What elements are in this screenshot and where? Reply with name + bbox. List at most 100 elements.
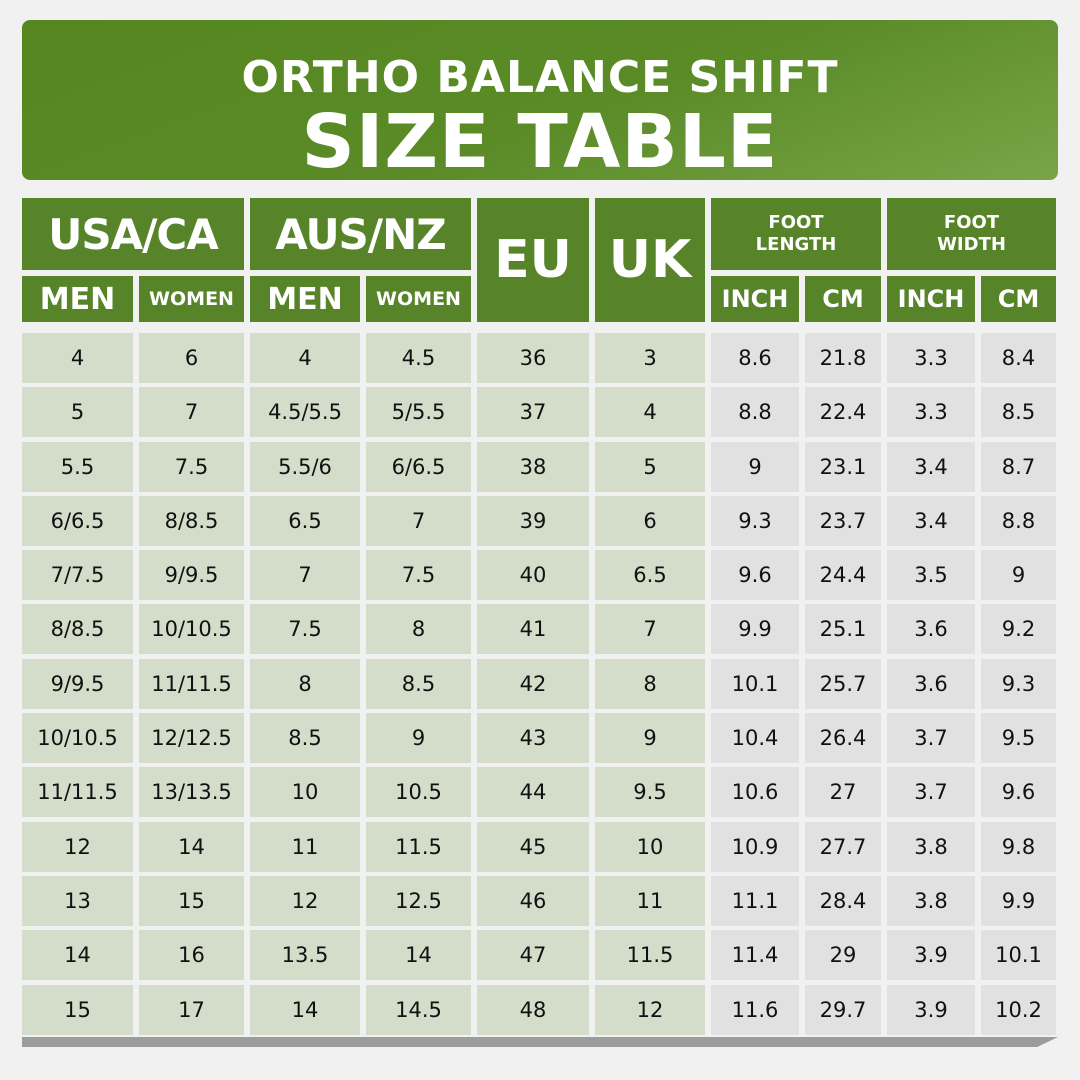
cell-uk: 9.5 [595,767,705,818]
cell-uk: 11.5 [595,930,705,981]
cell-usa-women: 7 [139,387,244,438]
cell-length-cm: 27.7 [805,821,881,872]
cell-uk: 8 [595,658,705,709]
cell-aus-men: 11 [250,821,360,872]
cell-length-inch: 9 [711,441,799,492]
cell-usa-men: 4 [22,333,133,383]
cell-aus-women: 10.5 [366,767,471,818]
cell-usa-men: 8/8.5 [22,604,133,655]
cell-length-inch: 11.1 [711,875,799,926]
cell-width-inch: 3.3 [887,387,975,438]
cell-length-cm: 23.1 [805,441,881,492]
cell-aus-men: 14 [250,984,360,1035]
cell-eu: 43 [477,713,589,764]
cell-width-cm: 9 [981,550,1056,601]
cell-length-inch: 11.4 [711,930,799,981]
cell-uk: 9 [595,713,705,764]
cell-length-inch: 9.6 [711,550,799,601]
cell-uk: 12 [595,984,705,1035]
cell-width-cm: 9.3 [981,658,1056,709]
cell-length-inch: 10.4 [711,713,799,764]
cell-aus-men: 8 [250,658,360,709]
cell-uk: 7 [595,604,705,655]
cell-aus-women: 7 [366,495,471,546]
cell-width-inch: 3.8 [887,875,975,926]
cell-length-cm: 25.7 [805,658,881,709]
header-foot-length: FOOT LENGTH [711,198,881,270]
cell-usa-men: 10/10.5 [22,713,133,764]
cell-uk: 11 [595,875,705,926]
cell-length-inch: 11.6 [711,984,799,1035]
cell-length-cm: 29.7 [805,984,881,1035]
cell-width-inch: 3.9 [887,930,975,981]
cell-aus-men: 5.5/6 [250,441,360,492]
cell-usa-men: 12 [22,821,133,872]
header-foot-width: FOOT WIDTH [887,198,1056,270]
cell-aus-men: 12 [250,875,360,926]
cell-eu: 39 [477,495,589,546]
cell-width-cm: 10.2 [981,984,1056,1035]
table-header: USA/CA AUS/NZ EU UK FOOT LENGTH FOOT WID… [22,198,1056,322]
cell-usa-women: 13/13.5 [139,767,244,818]
cell-aus-women: 5/5.5 [366,387,471,438]
cell-uk: 3 [595,333,705,383]
cell-usa-men: 9/9.5 [22,658,133,709]
cell-width-inch: 3.5 [887,550,975,601]
cell-usa-men: 13 [22,875,133,926]
cell-usa-women: 10/10.5 [139,604,244,655]
cell-width-cm: 9.5 [981,713,1056,764]
cell-usa-women: 11/11.5 [139,658,244,709]
cell-width-inch: 3.6 [887,604,975,655]
cell-usa-men: 11/11.5 [22,767,133,818]
cell-aus-women: 9 [366,713,471,764]
cell-eu: 46 [477,875,589,926]
cell-width-inch: 3.7 [887,713,975,764]
cell-length-cm: 28.4 [805,875,881,926]
header-usa-women: WOMEN [139,276,244,322]
cell-length-inch: 9.3 [711,495,799,546]
cell-eu: 41 [477,604,589,655]
header-uk: UK [595,198,705,322]
header-width-inch: INCH [887,276,975,322]
cell-aus-women: 8 [366,604,471,655]
cell-length-cm: 25.1 [805,604,881,655]
cell-aus-men: 8.5 [250,713,360,764]
cell-uk: 10 [595,821,705,872]
cell-aus-men: 10 [250,767,360,818]
cell-usa-men: 14 [22,930,133,981]
size-table-body: 4 6 4 4.5 36 3 8.6 21.8 3.3 8.4 5 7 4.5/5.5 5/5.5 37 4 8… [22,333,1056,1035]
cell-eu: 45 [477,821,589,872]
cell-length-inch: 9.9 [711,604,799,655]
table-shadow [22,1037,1058,1047]
cell-usa-women: 8/8.5 [139,495,244,546]
cell-eu: 44 [477,767,589,818]
cell-length-cm: 29 [805,930,881,981]
cell-width-cm: 9.2 [981,604,1056,655]
cell-eu: 37 [477,387,589,438]
cell-aus-women: 14.5 [366,984,471,1035]
cell-usa-women: 14 [139,821,244,872]
cell-length-inch: 10.1 [711,658,799,709]
cell-uk: 5 [595,441,705,492]
cell-usa-men: 7/7.5 [22,550,133,601]
cell-width-cm: 9.9 [981,875,1056,926]
cell-eu: 42 [477,658,589,709]
cell-length-inch: 10.9 [711,821,799,872]
cell-usa-men: 5 [22,387,133,438]
cell-length-cm: 26.4 [805,713,881,764]
cell-usa-women: 15 [139,875,244,926]
cell-width-inch: 3.6 [887,658,975,709]
cell-usa-women: 12/12.5 [139,713,244,764]
cell-length-inch: 8.8 [711,387,799,438]
cell-width-cm: 8.8 [981,495,1056,546]
cell-length-inch: 8.6 [711,333,799,383]
cell-length-cm: 24.4 [805,550,881,601]
cell-width-inch: 3.4 [887,495,975,546]
page-title: SIZE TABLE [301,99,779,185]
cell-width-cm: 8.5 [981,387,1056,438]
cell-usa-men: 15 [22,984,133,1035]
cell-width-cm: 9.8 [981,821,1056,872]
header-length-cm: CM [805,276,881,322]
cell-width-inch: 3.9 [887,984,975,1035]
cell-eu: 36 [477,333,589,383]
